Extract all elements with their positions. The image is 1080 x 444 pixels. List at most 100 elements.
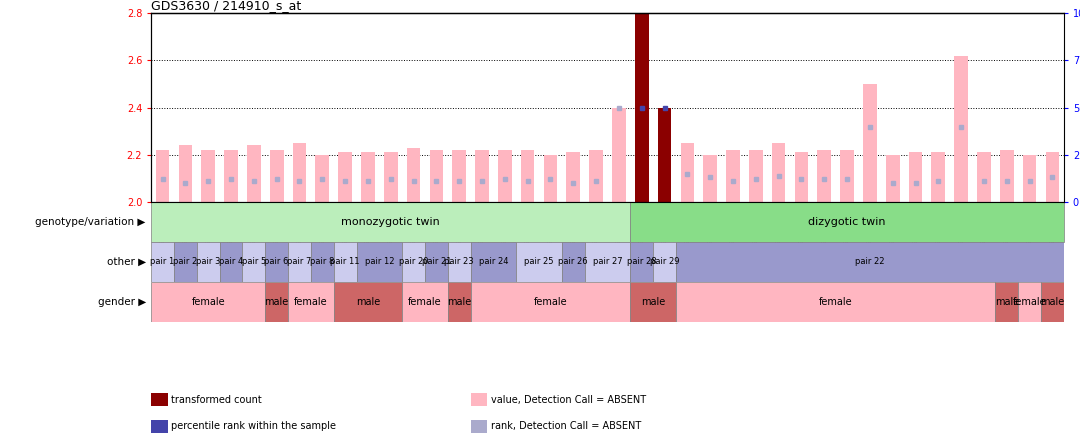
Text: pair 8: pair 8	[310, 258, 335, 266]
Bar	[383, 152, 397, 202]
Text: female: female	[294, 297, 327, 307]
Bar	[266, 242, 288, 282]
Text: pair 21: pair 21	[421, 258, 451, 266]
Text: rank, Detection Call = ABSENT: rank, Detection Call = ABSENT	[490, 421, 640, 431]
Bar	[178, 145, 192, 202]
Text: pair 3: pair 3	[197, 258, 220, 266]
Bar	[977, 152, 990, 202]
Text: pair 29: pair 29	[650, 258, 679, 266]
Bar	[772, 143, 785, 202]
Text: male: male	[265, 297, 288, 307]
Bar	[453, 150, 467, 202]
Text: percentile rank within the sample: percentile rank within the sample	[172, 421, 336, 431]
Bar	[471, 242, 516, 282]
Bar	[680, 143, 694, 202]
Bar	[566, 152, 580, 202]
Bar	[270, 150, 284, 202]
Bar	[795, 152, 808, 202]
Text: transformed count: transformed count	[172, 395, 262, 404]
Bar	[516, 242, 562, 282]
Bar	[356, 242, 402, 282]
Text: female: female	[1013, 297, 1047, 307]
Text: pair 23: pair 23	[444, 258, 474, 266]
Bar	[631, 242, 653, 282]
Text: pair 28: pair 28	[626, 258, 657, 266]
Text: pair 12: pair 12	[365, 258, 394, 266]
Bar	[338, 152, 352, 202]
Bar	[818, 150, 832, 202]
Text: pair 20: pair 20	[399, 258, 429, 266]
Bar	[334, 282, 402, 322]
Bar	[151, 242, 174, 282]
Bar	[471, 282, 631, 322]
Bar	[886, 155, 900, 202]
Text: pair 5: pair 5	[242, 258, 266, 266]
Bar	[151, 282, 266, 322]
Bar	[726, 150, 740, 202]
Bar	[174, 242, 197, 282]
Text: male: male	[1040, 297, 1065, 307]
Bar	[471, 393, 487, 406]
Bar	[703, 155, 717, 202]
Bar	[1000, 150, 1014, 202]
Text: GDS3630 / 214910_s_at: GDS3630 / 214910_s_at	[151, 0, 301, 12]
Bar	[219, 242, 242, 282]
Text: pair 11: pair 11	[330, 258, 360, 266]
Bar	[955, 56, 968, 202]
Text: male: male	[355, 297, 380, 307]
Bar	[1023, 155, 1037, 202]
Bar	[748, 150, 762, 202]
Bar	[653, 242, 676, 282]
Bar	[498, 150, 512, 202]
Text: value, Detection Call = ABSENT: value, Detection Call = ABSENT	[490, 395, 646, 404]
Bar	[448, 242, 471, 282]
Bar	[151, 202, 631, 242]
Bar	[863, 84, 877, 202]
Bar	[635, 13, 649, 202]
Bar	[293, 143, 307, 202]
Text: gender ▶: gender ▶	[97, 297, 146, 307]
Bar	[475, 150, 489, 202]
Bar	[521, 150, 535, 202]
Bar	[1045, 152, 1059, 202]
Bar	[471, 420, 487, 432]
Text: pair 2: pair 2	[173, 258, 198, 266]
Text: male: male	[995, 297, 1018, 307]
Bar	[151, 393, 167, 406]
Text: pair 1: pair 1	[150, 258, 175, 266]
Bar	[288, 282, 334, 322]
Bar	[1041, 282, 1064, 322]
Text: pair 25: pair 25	[524, 258, 554, 266]
Bar	[562, 242, 584, 282]
Bar	[543, 155, 557, 202]
Text: female: female	[534, 297, 567, 307]
Bar	[288, 242, 311, 282]
Text: female: female	[191, 297, 225, 307]
Text: male: male	[642, 297, 665, 307]
Bar	[631, 202, 1064, 242]
Bar	[156, 150, 170, 202]
Text: male: male	[447, 297, 471, 307]
Text: other ▶: other ▶	[107, 257, 146, 267]
Bar	[242, 242, 266, 282]
Bar	[334, 242, 356, 282]
Text: pair 4: pair 4	[219, 258, 243, 266]
Bar	[931, 152, 945, 202]
Text: dizygotic twin: dizygotic twin	[808, 217, 886, 227]
Text: female: female	[408, 297, 442, 307]
Bar	[631, 282, 676, 322]
Bar	[612, 108, 625, 202]
Bar	[225, 150, 238, 202]
Text: pair 26: pair 26	[558, 258, 589, 266]
Bar	[402, 282, 448, 322]
Bar	[402, 242, 424, 282]
Bar	[676, 282, 996, 322]
Text: monozygotic twin: monozygotic twin	[341, 217, 441, 227]
Bar	[1018, 282, 1041, 322]
Bar	[448, 282, 471, 322]
Text: pair 7: pair 7	[287, 258, 312, 266]
Bar	[840, 150, 854, 202]
Bar	[584, 242, 631, 282]
Text: genotype/variation ▶: genotype/variation ▶	[36, 217, 146, 227]
Text: pair 6: pair 6	[265, 258, 288, 266]
